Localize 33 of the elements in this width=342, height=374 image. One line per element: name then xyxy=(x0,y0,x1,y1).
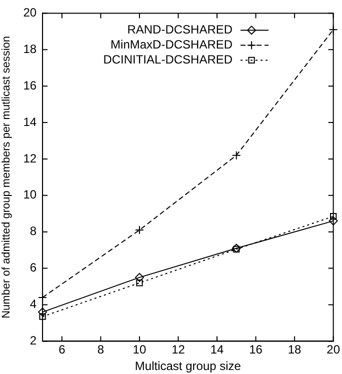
y-tick-label: 12 xyxy=(23,151,37,166)
point xyxy=(136,280,143,286)
x-tick-label: 18 xyxy=(288,342,302,357)
y-tick-label: 2 xyxy=(30,334,37,348)
point xyxy=(232,150,241,160)
y-axis-title: Number of admitted group members per mutlicast session xyxy=(0,36,13,318)
y-tick-label: 20 xyxy=(23,6,37,20)
x-tick-label: 14 xyxy=(210,342,224,357)
y-tick-label: 18 xyxy=(23,42,37,56)
y-tick-label: 14 xyxy=(23,114,37,129)
point xyxy=(38,308,48,317)
point xyxy=(39,313,46,320)
point xyxy=(328,216,338,226)
point xyxy=(134,226,144,235)
legend-label: MinMaxD-DCSHARED xyxy=(110,38,233,52)
y-tick-label: 4 xyxy=(30,297,37,312)
point xyxy=(232,244,241,253)
y-tick-label: 10 xyxy=(23,188,37,202)
x-axis-title: Multicast group size xyxy=(134,359,242,374)
y-tick-label: 6 xyxy=(30,260,37,275)
x-tick-label: 16 xyxy=(249,342,263,357)
x-tick-label: 12 xyxy=(172,342,186,357)
x-tick-label: 10 xyxy=(132,342,146,357)
y-tick-label: 8 xyxy=(30,224,37,238)
point xyxy=(330,213,337,220)
y-tick-label: 16 xyxy=(23,78,37,92)
legend-label: RAND-DCSHARED xyxy=(127,22,233,37)
x-tick-label: 8 xyxy=(97,342,104,357)
x-tick-label: 6 xyxy=(58,342,66,357)
point xyxy=(134,272,144,282)
point xyxy=(233,246,240,253)
legend-label: DCINITIAL-DCSHARED xyxy=(103,52,233,67)
x-tick-label: 20 xyxy=(326,342,340,357)
